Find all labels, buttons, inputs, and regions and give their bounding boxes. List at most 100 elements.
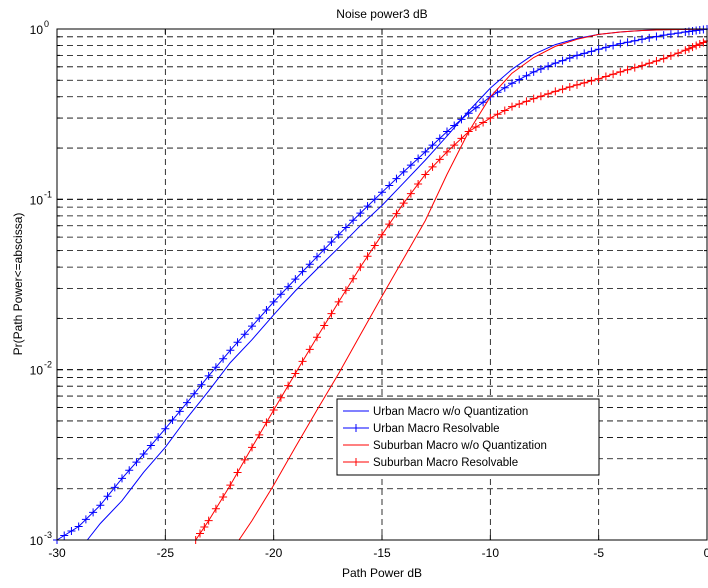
data-point-marker (341, 223, 350, 232)
legend-label: Suburban Macro Resolvable (373, 457, 518, 469)
data-point-marker (544, 62, 553, 71)
data-point-marker (522, 97, 531, 106)
data-point-marker (139, 449, 148, 458)
data-point-marker (508, 102, 516, 111)
y-tick-label: 10 (30, 364, 44, 378)
data-point-marker (168, 416, 177, 425)
data-point-marker (240, 455, 249, 464)
data-point-marker (630, 36, 639, 45)
data-point-marker (565, 53, 574, 62)
x-tick-label: -25 (157, 546, 175, 560)
y-tick-exponent: -3 (44, 530, 52, 540)
data-point-marker (515, 99, 524, 108)
x-axis-label: Path Power dB (342, 566, 422, 580)
data-point-marker (385, 181, 394, 190)
data-point-marker (616, 67, 625, 76)
data-point-marker (515, 75, 524, 84)
data-point-marker (320, 321, 329, 330)
data-point-marker (146, 441, 155, 450)
data-point-marker (226, 346, 235, 355)
data-point-marker (200, 523, 209, 532)
legend-marker (352, 458, 360, 466)
data-point-marker (327, 309, 336, 318)
data-point-marker (118, 474, 126, 483)
data-point-marker (132, 458, 141, 467)
data-point-marker (233, 338, 242, 347)
data-point-marker (349, 216, 358, 225)
data-point-marker (471, 103, 480, 112)
data-point-marker (161, 424, 170, 433)
legend-box (336, 398, 600, 476)
data-point-marker (204, 371, 213, 380)
data-point-marker (204, 516, 213, 525)
legend: Urban Macro w/o Quantization Urban Macro … (336, 398, 600, 476)
data-point-marker (630, 63, 639, 72)
data-point-marker (688, 27, 697, 36)
data-point-marker (616, 39, 625, 48)
data-point-marker (334, 230, 343, 239)
y-tick-exponent: 0 (44, 19, 49, 29)
data-point-marker (240, 330, 249, 339)
data-point-marker (443, 127, 451, 136)
data-point-marker (284, 282, 293, 291)
data-point-marker (558, 56, 567, 65)
data-point-marker (356, 209, 365, 218)
data-point-marker (623, 38, 632, 47)
data-point-marker (154, 433, 163, 442)
data-point-marker (67, 527, 76, 536)
data-point-marker (457, 115, 466, 124)
data-point-marker (414, 180, 423, 189)
grid (56, 28, 708, 541)
data-point-marker (471, 123, 480, 132)
data-point-marker (645, 33, 654, 42)
data-point-marker (298, 357, 307, 366)
data-point-marker (681, 46, 690, 55)
data-point-marker (428, 162, 437, 171)
data-point-marker (435, 155, 444, 164)
data-point-marker (211, 504, 220, 513)
data-point-marker (638, 61, 646, 70)
data-point-marker (196, 529, 204, 538)
data-point-marker (580, 49, 589, 58)
legend-label: Suburban Macro w/o Quantization (373, 440, 547, 452)
data-point-marker (298, 267, 307, 276)
series-line (56, 28, 708, 541)
data-point-marker (414, 154, 423, 163)
data-point-marker (500, 106, 509, 115)
x-tick-label: -30 (48, 546, 66, 560)
data-point-marker (363, 202, 372, 211)
data-point-marker (464, 109, 473, 118)
data-point-marker (313, 333, 321, 342)
data-point-marker (587, 76, 596, 85)
series-layer (53, 25, 708, 544)
y-tick-exponent: -1 (44, 189, 52, 199)
data-point-marker (356, 263, 365, 272)
data-point-marker (370, 241, 379, 250)
data-point-marker (695, 40, 704, 49)
y-tick-exponent: -2 (44, 360, 52, 370)
data-point-marker (421, 170, 430, 179)
data-point-marker (565, 83, 574, 92)
data-point-marker (276, 290, 285, 299)
data-point-marker (544, 89, 553, 98)
data-point-marker (522, 71, 531, 80)
series-4 (191, 37, 708, 544)
legend-item: Urban Macro w/o Quantization (343, 406, 528, 418)
data-point-marker (291, 369, 300, 378)
y-tick-label: 10 (30, 23, 44, 37)
chart-title: Noise power3 dB (336, 7, 427, 21)
data-point-marker (399, 199, 408, 208)
data-point-marker (269, 405, 278, 414)
data-point-marker (594, 74, 603, 83)
data-point-marker (443, 147, 451, 156)
data-point-marker (421, 147, 430, 156)
data-point-marker (363, 252, 372, 261)
legend-label: Urban Macro w/o Quantization (373, 406, 528, 418)
data-point-marker (479, 118, 488, 127)
data-point-marker (692, 41, 701, 50)
legend-item: Suburban Macro Resolvable (343, 457, 518, 469)
legend-marker (352, 424, 360, 432)
